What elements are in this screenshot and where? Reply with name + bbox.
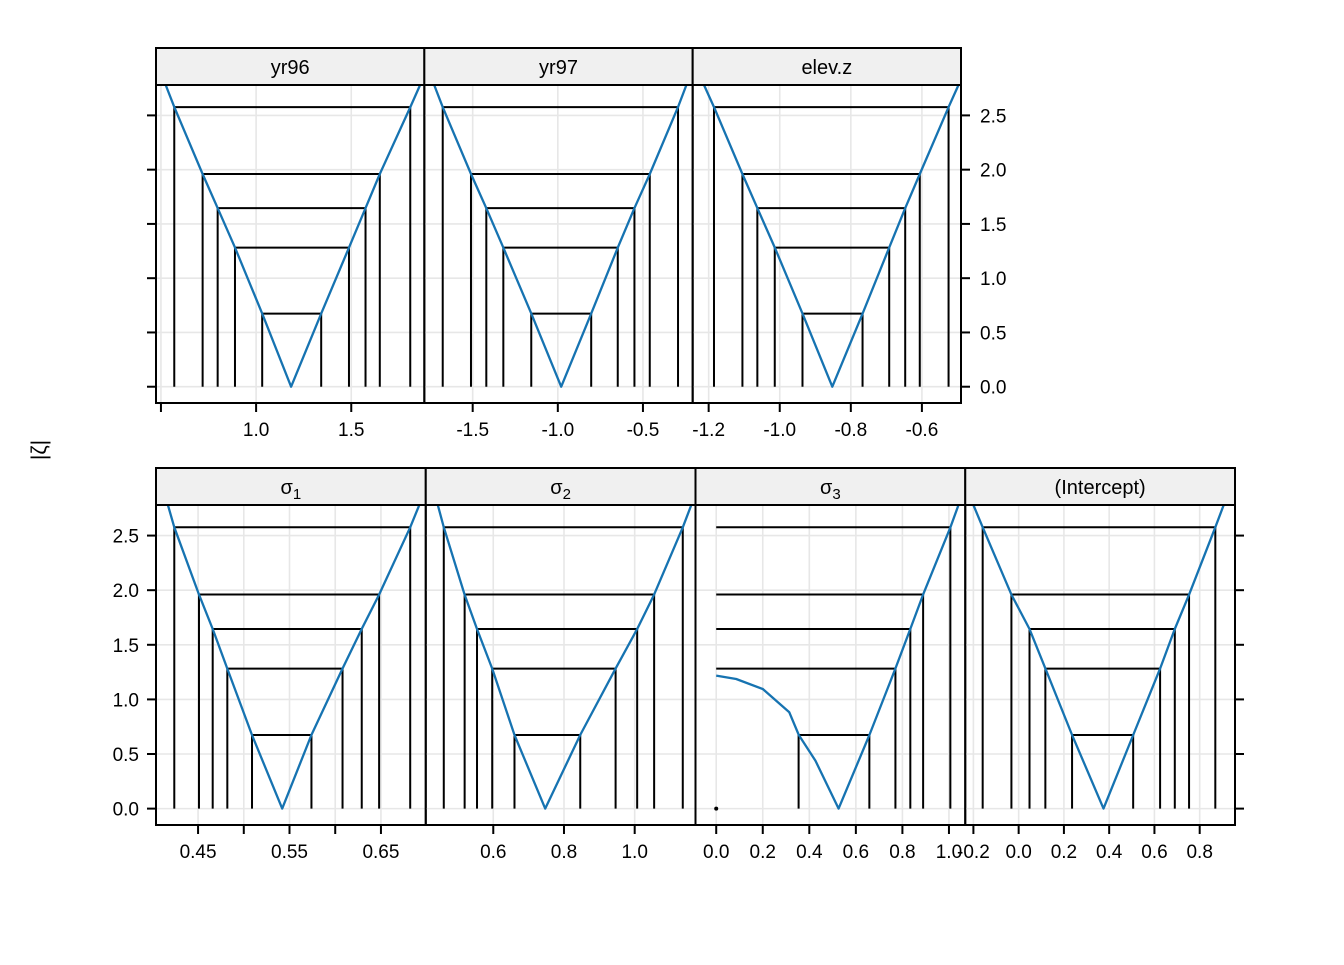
x-tick-label: -0.8 (834, 420, 867, 441)
panel-(Intercept) (964, 504, 1236, 826)
panel-yr96 (155, 84, 426, 404)
y-tick-label-left: 2.5 (113, 527, 139, 548)
x-tick-label: 0.45 (180, 842, 217, 863)
strip-label-yr97: yr97 (539, 57, 578, 79)
x-tick-label: 0.8 (889, 842, 915, 863)
profile-curve-yr97 (433, 84, 688, 388)
x-tick-label: 0.4 (796, 842, 823, 863)
y-tick-label-right: 1.5 (980, 215, 1006, 236)
x-tick-label: 0.55 (271, 842, 308, 863)
panel-sigma1 (155, 504, 427, 826)
strip-label-yr96: yr96 (271, 57, 310, 79)
x-tick-label: 0.2 (1051, 842, 1077, 863)
profile-curve-(Intercept) (972, 504, 1225, 810)
x-tick-label: 0.4 (1096, 842, 1123, 863)
x-tick-label: 1.0 (936, 842, 962, 863)
x-tick-label: -0.5 (627, 420, 660, 441)
y-tick-label-left: 1.0 (113, 690, 139, 711)
x-tick-label: 0.8 (551, 842, 577, 863)
profile-curve-sigma3 (716, 504, 960, 810)
x-tick-label: 1.0 (621, 842, 647, 863)
profile-curve-elev.z (702, 84, 960, 388)
panel-elev.z (691, 84, 963, 404)
y-tick-label-right: 2.5 (980, 106, 1006, 127)
profile-curve-sigma2 (436, 504, 693, 810)
x-tick-label: 0.0 (703, 842, 729, 863)
x-tick-label: 0.2 (750, 842, 776, 863)
y-tick-label-left: 2.0 (113, 581, 139, 602)
y-tick-label-left: 0.5 (113, 745, 139, 766)
profile-curve-yr96 (164, 84, 422, 388)
y-tick-label-left: 0.0 (113, 800, 139, 821)
x-tick-label: -1.0 (541, 420, 574, 441)
x-tick-label: 0.65 (362, 842, 399, 863)
x-tick-label: -1.2 (692, 420, 725, 441)
x-tick-label: -0.2 (957, 842, 990, 863)
y-tick-label-right: 2.0 (980, 161, 1006, 182)
strip-sigma1 (155, 467, 427, 506)
y-tick-label-right: 0.5 (980, 323, 1006, 344)
x-tick-label: -0.6 (906, 420, 939, 441)
x-tick-label: 0.0 (1005, 842, 1031, 863)
strip-label-elev.z: elev.z (801, 57, 852, 79)
x-tick-label: 0.6 (1141, 842, 1167, 863)
y-axis-label: |ζ| (28, 440, 51, 460)
strip-label-(Intercept): (Intercept) (1055, 477, 1146, 499)
y-tick-label-right: 1.0 (980, 269, 1006, 290)
panel-sigma3 (694, 504, 967, 826)
y-tick-label-right: 0.0 (980, 378, 1006, 399)
x-tick-label: -1.0 (763, 420, 796, 441)
x-tick-label: 0.8 (1186, 842, 1212, 863)
y-tick-label-left: 1.5 (113, 636, 139, 657)
x-tick-label: 0.6 (480, 842, 506, 863)
strip-elev.z (691, 47, 963, 86)
strip-(Intercept) (964, 467, 1236, 506)
x-tick-label: -1.5 (456, 420, 489, 441)
x-tick-label: 1.0 (243, 420, 269, 441)
profile-curve-sigma1 (166, 504, 421, 810)
lower-limit-marker (714, 806, 719, 811)
x-tick-label: 1.5 (338, 420, 364, 441)
x-tick-label: 0.6 (843, 842, 869, 863)
strip-yr96 (155, 47, 426, 86)
